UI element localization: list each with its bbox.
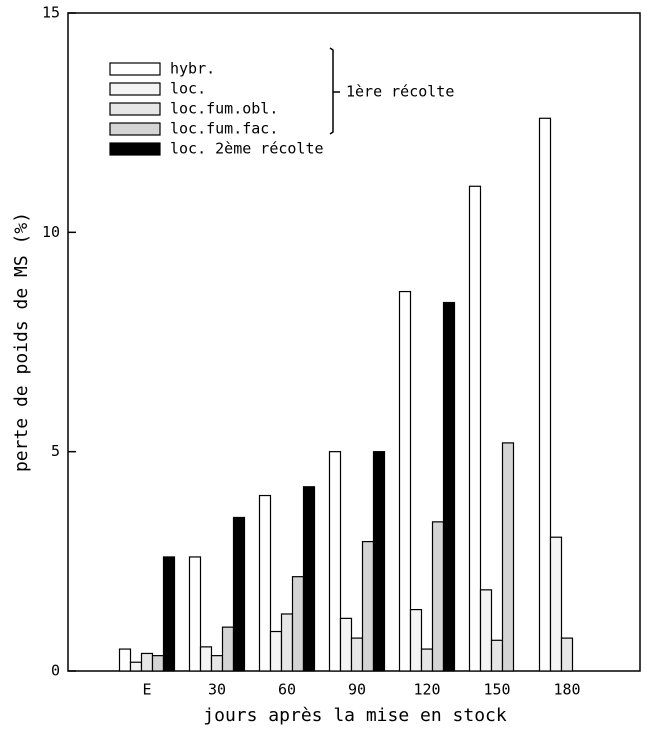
bar	[302, 486, 316, 672]
bar	[442, 301, 456, 672]
y-tick-label: 15	[42, 4, 60, 22]
bar	[361, 540, 375, 672]
legend-label: loc.fum.obl.	[170, 100, 278, 118]
bar	[372, 451, 386, 672]
x-axis-label: jours après la mise en stock	[203, 705, 507, 726]
bar	[339, 617, 353, 672]
legend-swatch	[109, 82, 161, 96]
x-tick-label: 120	[413, 681, 440, 699]
x-tick-label: 90	[348, 681, 366, 699]
legend-swatch	[109, 122, 161, 136]
legend-label: hybr.	[170, 60, 215, 78]
bar	[199, 646, 213, 672]
bar	[269, 630, 283, 672]
bar	[420, 648, 434, 672]
bar	[162, 556, 176, 672]
bar	[129, 661, 143, 672]
bar	[118, 648, 132, 672]
bar	[291, 576, 305, 672]
x-tick-label: 180	[553, 681, 580, 699]
bar	[479, 589, 493, 672]
y-tick-label: 0	[51, 662, 60, 680]
bar	[232, 516, 246, 672]
y-tick-label: 5	[51, 442, 60, 460]
bar	[188, 556, 202, 672]
bar	[549, 536, 563, 672]
y-tick-label: 10	[42, 223, 60, 241]
bar	[468, 185, 482, 672]
legend-label: loc. 2ème récolte	[170, 140, 324, 158]
bar	[398, 290, 412, 672]
legend-swatch	[109, 142, 161, 156]
bar	[350, 637, 364, 672]
x-tick-label: 150	[483, 681, 510, 699]
bar	[560, 637, 574, 672]
brace-label: 1ère récolte	[346, 83, 454, 101]
bar	[221, 626, 235, 672]
legend-label: loc.	[170, 80, 206, 98]
x-tick-label: 30	[208, 681, 226, 699]
bar	[151, 655, 165, 672]
legend-swatch	[109, 62, 161, 76]
bar	[490, 639, 504, 672]
bar	[280, 613, 294, 672]
bar	[409, 608, 423, 672]
bar	[210, 655, 224, 672]
x-tick-label: 60	[278, 681, 296, 699]
bar	[328, 451, 342, 672]
legend-label: loc.fum.fac.	[170, 120, 278, 138]
bar	[258, 494, 272, 672]
x-tick-label: E	[142, 681, 151, 699]
y-axis-label: perte de poids de MS (%)	[11, 212, 32, 472]
bar	[501, 442, 515, 672]
bar	[431, 521, 445, 672]
legend-swatch	[109, 102, 161, 116]
bar	[140, 652, 154, 672]
legend-brace	[329, 47, 340, 135]
bar	[538, 117, 552, 672]
